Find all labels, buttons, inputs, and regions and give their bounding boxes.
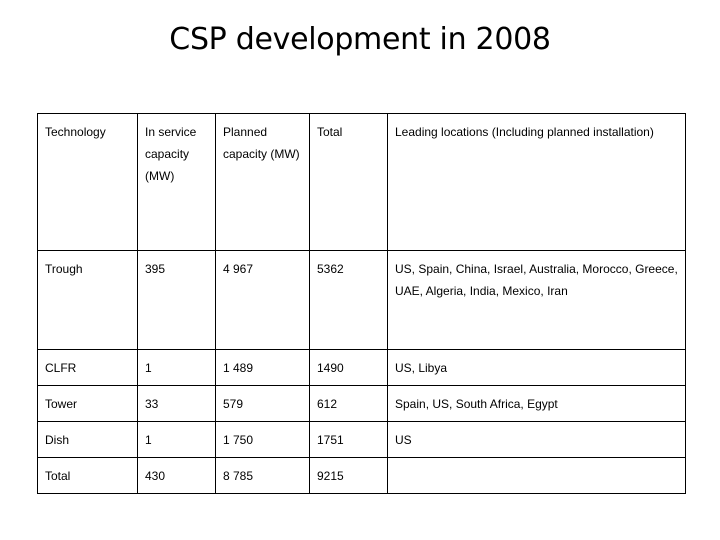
cell-technology: Tower: [37, 385, 138, 422]
csp-table: Technology In service capacity (MW) Plan…: [37, 113, 686, 494]
cell-planned: 579: [215, 385, 310, 422]
table-row: Tower 33 579 612 Spain, US, South Africa…: [37, 385, 686, 422]
cell-planned: 4 967: [215, 250, 310, 350]
cell-planned: 1 489: [215, 349, 310, 386]
cell-total: 1751: [309, 421, 388, 458]
table-header-row: Technology In service capacity (MW) Plan…: [37, 113, 686, 251]
cell-technology: Dish: [37, 421, 138, 458]
cell-technology: Trough: [37, 250, 138, 350]
cell-in-service: 1: [137, 421, 216, 458]
cell-total: 612: [309, 385, 388, 422]
cell-planned: 1 750: [215, 421, 310, 458]
table-row: Dish 1 1 750 1751 US: [37, 421, 686, 458]
header-technology: Technology: [37, 113, 138, 251]
header-leading-locations: Leading locations (Including planned ins…: [387, 113, 686, 251]
table-row: Total 430 8 785 9215: [37, 457, 686, 494]
cell-locations: US, Libya: [387, 349, 686, 386]
cell-technology: Total: [37, 457, 138, 494]
cell-planned: 8 785: [215, 457, 310, 494]
cell-total: 1490: [309, 349, 388, 386]
cell-locations: US: [387, 421, 686, 458]
cell-in-service: 430: [137, 457, 216, 494]
cell-total: 9215: [309, 457, 388, 494]
cell-total: 5362: [309, 250, 388, 350]
header-planned-capacity: Planned capacity (MW): [215, 113, 310, 251]
table-row: CLFR 1 1 489 1490 US, Libya: [37, 349, 686, 386]
cell-in-service: 33: [137, 385, 216, 422]
page-title: CSP development in 2008: [169, 22, 551, 57]
table-row: Trough 395 4 967 5362 US, Spain, China, …: [37, 250, 686, 350]
cell-in-service: 1: [137, 349, 216, 386]
header-in-service-capacity: In service capacity (MW): [137, 113, 216, 251]
cell-locations: US, Spain, China, Israel, Australia, Mor…: [387, 250, 686, 350]
cell-locations: Spain, US, South Africa, Egypt: [387, 385, 686, 422]
cell-in-service: 395: [137, 250, 216, 350]
cell-technology: CLFR: [37, 349, 138, 386]
header-total: Total: [309, 113, 388, 251]
cell-locations: [387, 457, 686, 494]
